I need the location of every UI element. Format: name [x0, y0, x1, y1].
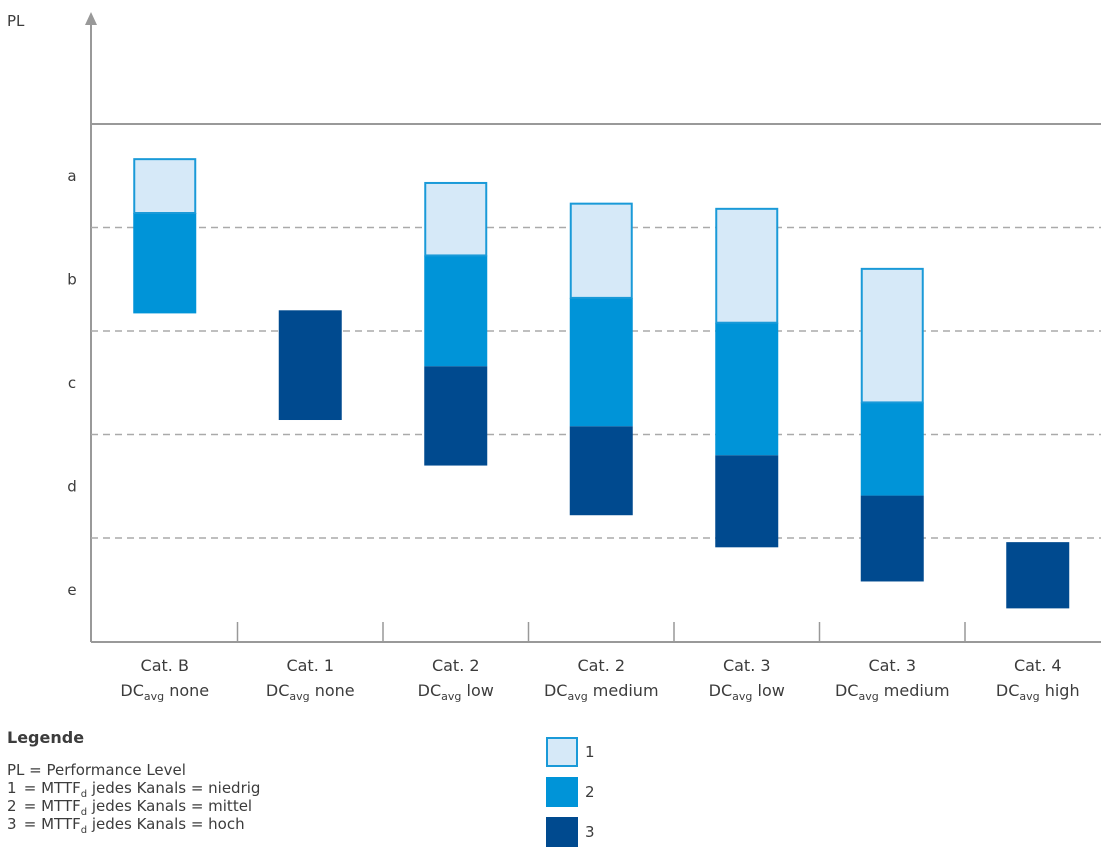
- legend-line: 3 = MTTFd jedes Kanals = hoch: [7, 815, 245, 836]
- bar-group: [424, 181, 488, 466]
- y-level-label: a: [67, 167, 76, 185]
- bar-segment-low: [424, 181, 488, 257]
- category-dc-label: DCavg medium: [835, 681, 950, 703]
- legend-swatch-1: [546, 737, 578, 767]
- category-dc-label: DCavg medium: [544, 681, 659, 703]
- category-label: Cat. 3: [868, 656, 916, 675]
- bar-segment-low: [133, 158, 197, 215]
- bar-segment-low: [715, 207, 779, 324]
- category-dc-label: DCavg low: [709, 681, 785, 703]
- bar-segment-mid: [715, 322, 779, 456]
- y-axis-arrow-icon: [85, 12, 97, 25]
- pl-category-chart: PL a b c d e Cat. B DCavg none Cat. 1 DCavg non…: [7, 12, 1101, 703]
- legend-lines: PL = Performance Level 1 = MTTFd jedes Ka…: [7, 761, 261, 836]
- legend-title: Legende: [7, 728, 85, 747]
- bar-segment-mid: [860, 402, 924, 496]
- bar-group: [278, 310, 342, 421]
- category-dc-label: DCavg none: [266, 681, 355, 703]
- y-level-label: d: [67, 477, 77, 495]
- bar-segment-high: [715, 455, 779, 548]
- bar-segment-low: [860, 267, 924, 404]
- bar-segment-mid: [569, 297, 633, 427]
- bar-segment-high: [278, 310, 342, 421]
- bar-segment-high: [860, 495, 924, 582]
- y-level-label: e: [67, 581, 76, 599]
- bar-segment-mid: [133, 213, 197, 314]
- bar-group: [715, 207, 779, 548]
- x-category-labels: Cat. B DCavg none Cat. 1 DCavg none Cat. 2 DC…: [120, 656, 1079, 703]
- bar-group: [569, 202, 633, 516]
- bar-segment-high: [424, 366, 488, 466]
- category-label: Cat. 3: [723, 656, 771, 675]
- category-label: Cat. 2: [432, 656, 480, 675]
- bar-group: [1006, 542, 1070, 609]
- category-dc-label: DCavg high: [996, 681, 1080, 703]
- category-label: Cat. 1: [286, 656, 334, 675]
- legend-line: 1 = MTTFd jedes Kanals = niedrig: [7, 779, 261, 800]
- bars: [133, 158, 1070, 609]
- legend-swatch-label: 2: [585, 783, 595, 801]
- y-level-label: c: [68, 374, 76, 392]
- category-label: Cat. 2: [577, 656, 625, 675]
- category-dc-label: DCavg none: [120, 681, 209, 703]
- bar-segment-mid: [424, 255, 488, 367]
- category-label: Cat. B: [141, 656, 189, 675]
- bar-group: [133, 158, 197, 314]
- legend-line: PL = Performance Level: [7, 761, 186, 779]
- legend-swatch-3: [546, 817, 578, 847]
- legend: Legende PL = Performance Level 1 = MTTFd …: [7, 728, 261, 836]
- bar-segment-high: [1006, 542, 1070, 609]
- category-label: Cat. 4: [1014, 656, 1062, 675]
- x-ticks: [236, 622, 966, 642]
- y-axis-label: PL: [7, 12, 25, 30]
- bar-segment-low: [569, 202, 633, 299]
- y-level-labels: a b c d e: [67, 167, 77, 599]
- legend-line: 2 = MTTFd jedes Kanals = mittel: [7, 797, 253, 818]
- bar-segment-high: [569, 426, 633, 516]
- bar-group: [860, 267, 924, 582]
- legend-swatch-label: 3: [585, 823, 595, 841]
- category-dc-label: DCavg low: [418, 681, 494, 703]
- y-level-label: b: [67, 270, 77, 288]
- legend-swatch-2: [546, 777, 578, 807]
- legend-swatch-label: 1: [585, 743, 595, 761]
